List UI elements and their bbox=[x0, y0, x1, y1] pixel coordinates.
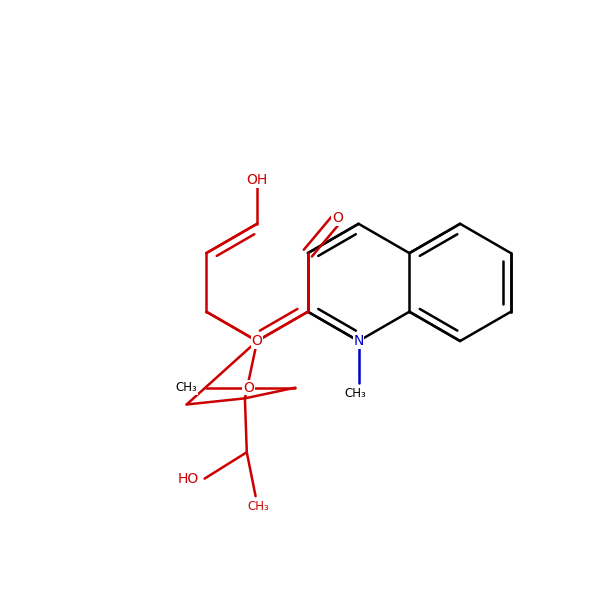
Text: CH₃: CH₃ bbox=[345, 387, 367, 400]
Text: OH: OH bbox=[247, 173, 268, 187]
Text: O: O bbox=[243, 380, 254, 395]
Text: HO: HO bbox=[178, 472, 199, 485]
Text: CH₃: CH₃ bbox=[176, 381, 197, 394]
Text: N: N bbox=[353, 334, 364, 348]
Text: O: O bbox=[251, 334, 263, 348]
Text: CH₃: CH₃ bbox=[248, 500, 269, 513]
Text: O: O bbox=[332, 211, 343, 225]
